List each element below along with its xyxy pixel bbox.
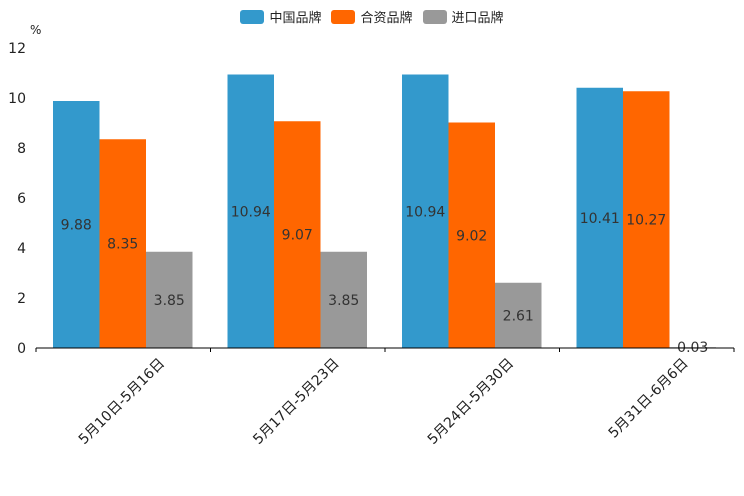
legend-label-china-brand: 中国品牌 xyxy=(269,11,322,26)
data-label-s0-c1: 10.94 xyxy=(231,204,271,220)
bar-s1-c2 xyxy=(448,122,495,348)
legend-swatch-china-brand xyxy=(240,9,265,24)
bar-s1-c1 xyxy=(274,121,321,348)
data-label-s0-c3: 10.41 xyxy=(580,211,620,227)
legend-swatch-import-brand xyxy=(422,9,447,24)
legend-label-import-brand: 进口品牌 xyxy=(451,11,504,26)
y-tick-label-4: 4 xyxy=(17,241,26,257)
x-category-label-1: 5月17日-5月23日 xyxy=(250,356,342,448)
data-label-s0-c2: 10.94 xyxy=(405,204,445,220)
bar-s2-c1 xyxy=(320,251,367,348)
data-label-s2-c0: 3.85 xyxy=(154,293,185,309)
x-category-label-2: 5月24日-5月30日 xyxy=(425,356,517,448)
y-axis-ticks: 0 2 4 6 8 10 12 xyxy=(8,41,26,357)
bar-s0-c0 xyxy=(53,101,100,348)
legend-label-joint-venture-brand: 合资品牌 xyxy=(360,11,413,26)
data-label-s0-c0: 9.88 xyxy=(61,218,92,234)
bar-s0-c2 xyxy=(402,74,449,348)
legend-item-china-brand[interactable]: 中国品牌 xyxy=(240,7,321,26)
bar-s1-c3 xyxy=(623,91,670,348)
x-axis-ticks xyxy=(35,348,735,352)
y-tick-label-2: 2 xyxy=(17,291,26,307)
bar-s1-c0 xyxy=(99,139,146,348)
x-category-label-3: 5月31日-6月6日 xyxy=(606,356,692,442)
y-tick-label-8: 8 xyxy=(17,141,26,157)
legend-item-import-brand[interactable]: 进口品牌 xyxy=(422,7,504,26)
bar-s0-c3 xyxy=(576,87,623,348)
bar-s0-c1 xyxy=(227,74,274,348)
y-tick-label-6: 6 xyxy=(17,191,26,207)
x-category-label-0: 5月10日-5月16日 xyxy=(76,356,168,448)
legend: 中国品牌 合资品牌 进口品牌 xyxy=(0,7,744,26)
legend-item-joint-venture-brand[interactable]: 合资品牌 xyxy=(331,7,413,26)
bar-s2-c2 xyxy=(495,282,542,348)
bars xyxy=(53,74,716,348)
data-label-s1-c1: 9.07 xyxy=(282,228,313,244)
y-tick-label-0: 0 xyxy=(17,341,26,357)
data-label-s2-c1: 3.85 xyxy=(328,293,359,309)
y-tick-label-10: 10 xyxy=(8,91,26,107)
y-tick-label-12: 12 xyxy=(8,41,26,57)
x-axis-labels: 5月10日-5月16日 5月17日-5月23日 5月24日-5月30日 5月31日-6… xyxy=(76,356,692,448)
data-label-s1-c3: 10.27 xyxy=(626,213,666,229)
data-labels: 9.88 8.35 3.85 10.94 9.07 3.85 10.94 9.02 2.61 10… xyxy=(61,204,709,356)
data-label-s2-c2: 2.61 xyxy=(503,308,534,324)
data-label-s1-c2: 9.02 xyxy=(456,228,487,244)
data-label-s1-c0: 8.35 xyxy=(107,237,138,253)
y-axis-unit: % xyxy=(30,23,41,37)
bar-s2-c0 xyxy=(146,251,193,348)
legend-swatch-joint-venture-brand xyxy=(331,9,356,24)
